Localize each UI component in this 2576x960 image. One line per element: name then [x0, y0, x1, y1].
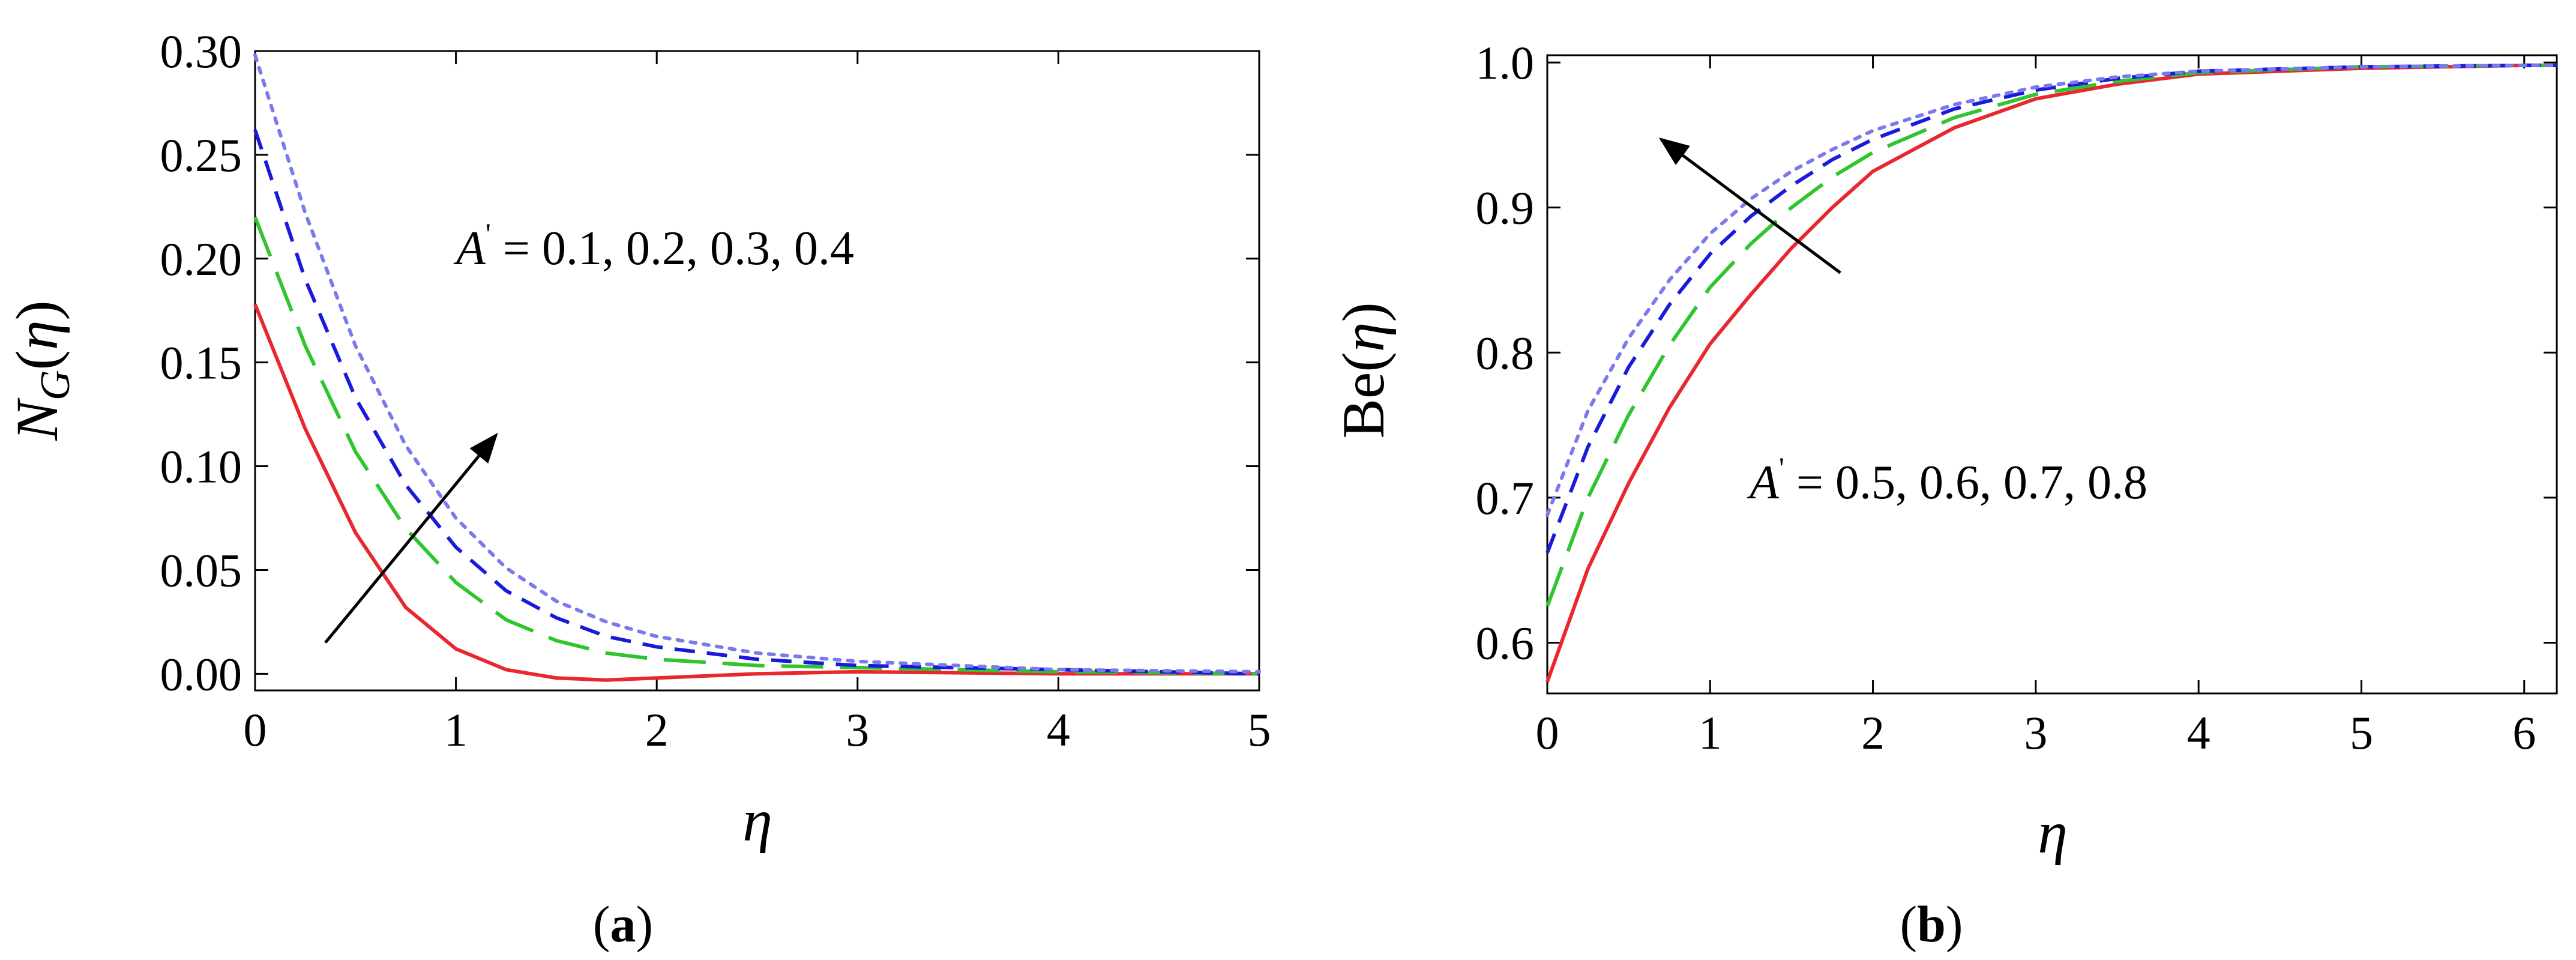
- x-axis-label: η: [2038, 799, 2068, 866]
- plot-frame: [1546, 54, 2558, 695]
- x-tick-label: 3: [846, 704, 869, 756]
- panel-paren-close: ): [1946, 895, 1963, 953]
- series-line-3: [253, 129, 1260, 676]
- y-tick-label: 0.9: [1476, 182, 1535, 234]
- annotation-values: = 0.1, 0.2, 0.3, 0.4: [491, 222, 854, 275]
- annotation-values: = 0.5, 0.6, 0.7, 0.8: [1784, 456, 2147, 509]
- y-tick-label: 0.20: [160, 233, 242, 285]
- x-tick-label: 2: [645, 704, 669, 756]
- x-tick-label: 2: [1861, 707, 1885, 759]
- series-line-3: [1545, 63, 2557, 554]
- y-tick-label: 0.7: [1476, 472, 1535, 524]
- y-label-close: ): [1330, 302, 1397, 322]
- annotation-symbol: A: [453, 222, 486, 275]
- series-line-4: [253, 53, 1261, 674]
- series-line-1: [253, 303, 1259, 682]
- plot-frame: [254, 50, 1260, 692]
- y-label-eta: η: [4, 321, 70, 351]
- y-tick-label: 0.10: [160, 441, 242, 493]
- parameter-annotation: A' = 0.1, 0.2, 0.3, 0.4: [453, 217, 854, 275]
- annotation-symbol: A: [1747, 456, 1780, 509]
- y-label-n: N: [4, 397, 70, 441]
- annotation-prime: ': [486, 217, 491, 250]
- y-tick-label: 0.00: [160, 648, 242, 700]
- x-tick-label: 4: [2187, 707, 2210, 759]
- parameter-annotation: A' = 0.5, 0.6, 0.7, 0.8: [1747, 451, 2147, 509]
- x-tick-label: 1: [1699, 707, 1722, 759]
- y-tick-label: 1.0: [1476, 37, 1535, 89]
- x-tick-label: 0: [244, 704, 267, 756]
- panel-paren-open: (: [1900, 895, 1917, 953]
- x-axis-label: η: [742, 787, 772, 854]
- y-axis-label: Be(η): [1330, 302, 1397, 438]
- chart-panel-a: 0 1 2 3 4 5 0.00 0.05 0.10 0.15 0.20 0.25 0.30 A' = 0…: [4, 25, 1271, 953]
- x-tick-label: 3: [2024, 707, 2047, 759]
- y-label-close: ): [4, 300, 70, 320]
- series-line-2: [253, 216, 1260, 676]
- x-tick-label: 1: [444, 704, 468, 756]
- panel-label: (a): [593, 895, 653, 953]
- panel-paren-open: (: [593, 895, 610, 953]
- trend-arrow: [1658, 137, 1841, 274]
- y-tick-label: 0.8: [1476, 327, 1535, 379]
- annotation-prime: ': [1779, 451, 1784, 485]
- panel-paren-close: ): [636, 895, 654, 953]
- y-tick-label: 0.05: [160, 544, 242, 596]
- y-label-be: Be(: [1330, 352, 1397, 438]
- x-tick-label: 5: [2350, 707, 2373, 759]
- y-label-arg: (: [4, 350, 70, 370]
- chart-panel-b: 0 1 2 3 4 5 6 0.6 0.7 0.8 0.9 1.0 A' = 0.5, 0.6, 0.7…: [1330, 37, 2559, 953]
- y-label-sub: G: [32, 370, 79, 400]
- trend-arrow: [324, 432, 498, 644]
- y-tick-label: 0.6: [1476, 617, 1535, 669]
- x-tick-label: 0: [1536, 707, 1559, 759]
- y-label-eta: η: [1330, 322, 1397, 352]
- panel-letter: b: [1917, 895, 1946, 953]
- panel-letter: a: [610, 895, 636, 953]
- x-tick-label: 6: [2512, 707, 2536, 759]
- x-tick-label: 5: [1248, 704, 1271, 756]
- series-line-4: [1545, 63, 2559, 517]
- panel-label: (b): [1900, 895, 1963, 953]
- y-axis-label: NG(η): [4, 300, 79, 441]
- series-line-1: [1545, 63, 2557, 683]
- y-tick-label: 0.15: [160, 337, 242, 389]
- series-line-2: [1545, 63, 2557, 608]
- x-tick-label: 4: [1047, 704, 1070, 756]
- y-tick-label: 0.25: [160, 129, 242, 181]
- y-tick-label: 0.30: [160, 25, 242, 77]
